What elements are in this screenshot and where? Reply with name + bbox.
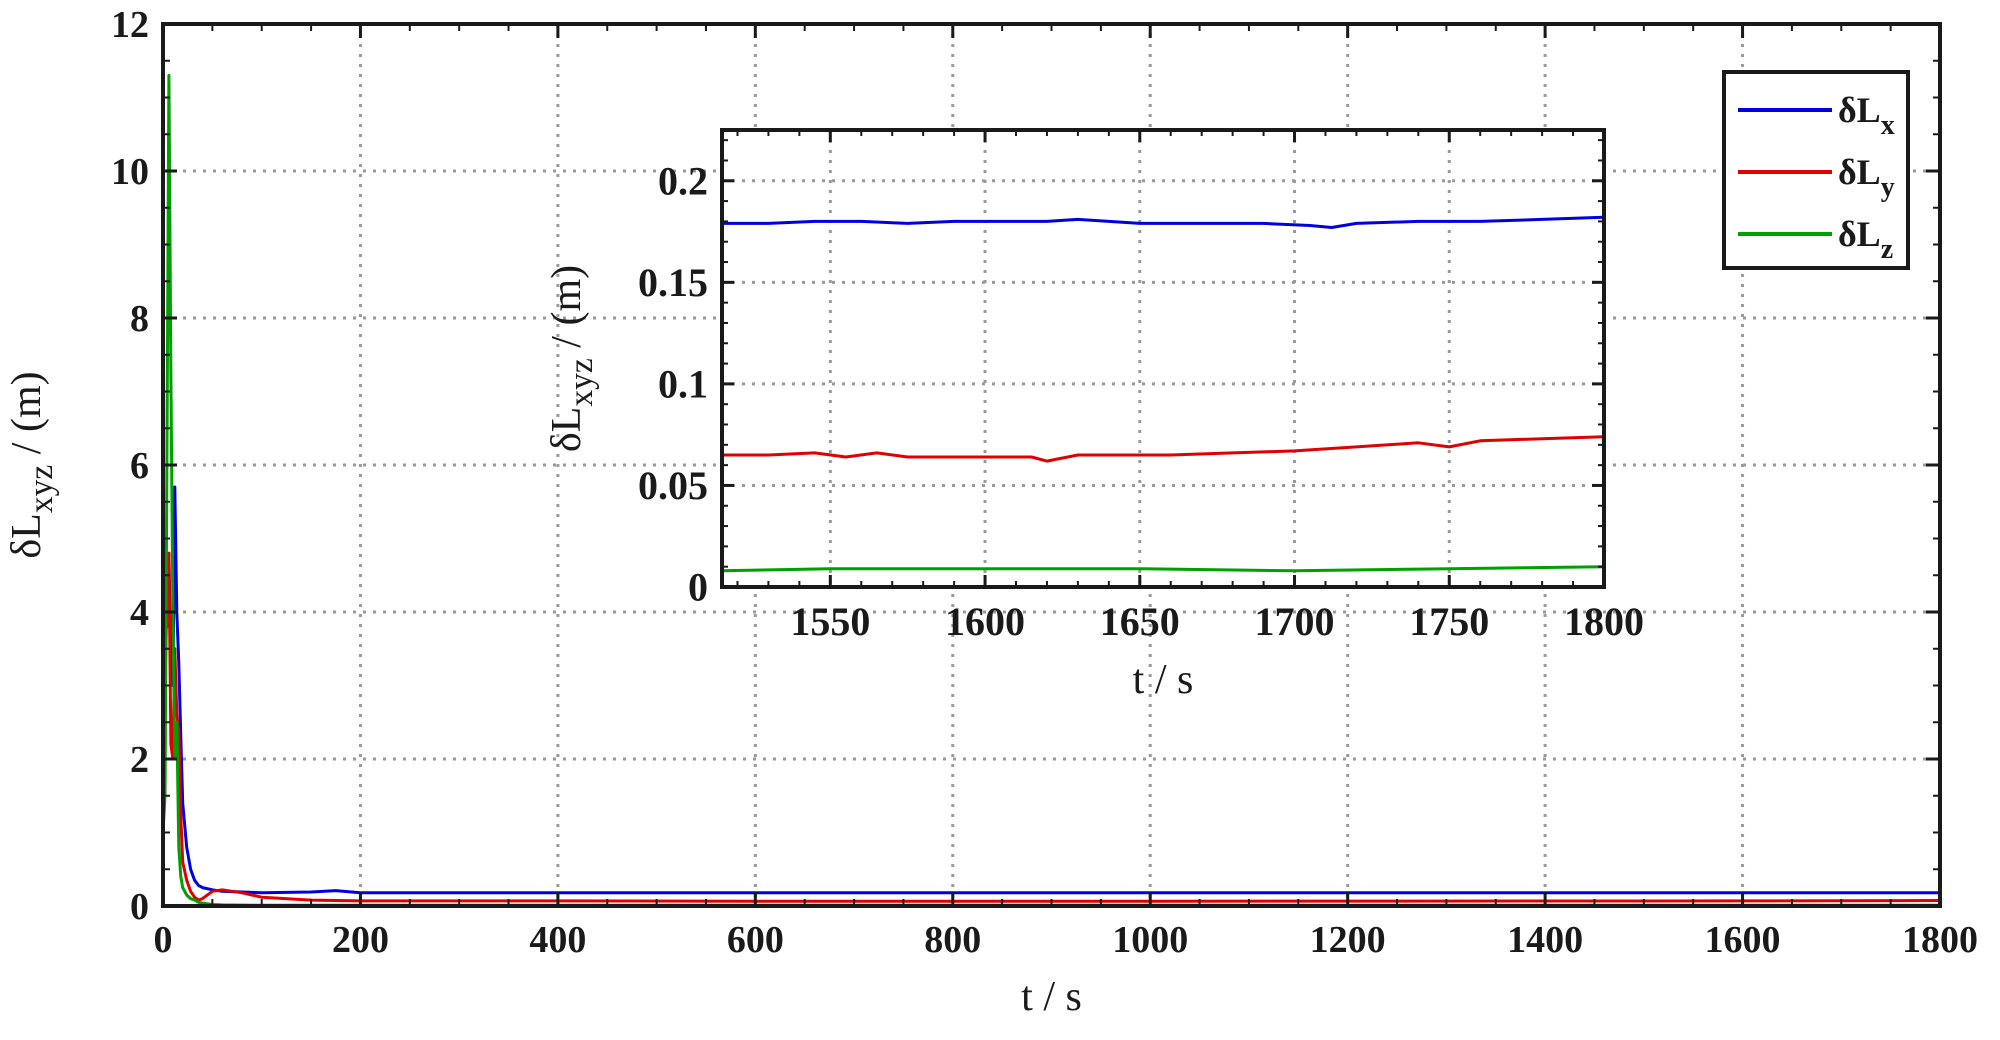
inset-xtick-label: 1800 [1564,599,1644,644]
inset-plot-area [722,130,1604,587]
inset-ytick-label: 0.15 [638,260,708,305]
main-xtick-label: 600 [727,919,784,961]
inset-ytick-label: 0.2 [658,158,708,203]
inset-ytick-label: 0.05 [638,463,708,508]
main-xtick-label: 1400 [1507,919,1583,961]
main-x-axis-label: t / s [1021,974,1082,1020]
inset-minor-ticks [722,130,1605,588]
inset-panel: 1550 1600 1650 1700 1750 1800 0 0.05 0.1 0.15 0.2 t… [544,128,1644,703]
main-xtick-label: 200 [332,919,389,961]
main-ytick-label: 6 [130,445,149,487]
main-xtick-label: 800 [924,919,981,961]
legend: δLx δLy δLz [1722,70,1910,270]
inset-axes-frame [720,128,1606,589]
inset-ytick-label: 0.1 [658,361,708,406]
inset-x-axis-label: t / s [1133,657,1194,703]
legend-label-1: δLy [1838,152,1895,203]
main-xtick-label: 0 [154,919,173,961]
inset-series-group [722,215,1604,573]
main-ytick-label: 0 [130,886,149,928]
main-minor-ticks [162,23,1941,907]
inset-series-line-2 [722,565,1604,573]
main-xtick-label: 1800 [1902,919,1978,961]
legend-label-2: δLz [1838,214,1893,265]
main-ytick-label: 8 [130,298,149,340]
main-xtick-label: 1200 [1310,919,1386,961]
main-xtick-label: 1000 [1112,919,1188,961]
inset-xtick-label: 1750 [1409,599,1489,644]
inset-xtick-label: 1650 [1100,599,1180,644]
inset-series-line-1 [722,435,1604,463]
legend-label-0: δLx [1838,90,1895,141]
main-ytick-label: 2 [130,739,149,781]
inset-xtick-label: 1600 [945,599,1025,644]
main-xtick-label: 1600 [1705,919,1781,961]
main-ytick-label: 10 [111,151,149,193]
inset-grid [722,130,1604,587]
inset-series-line-0 [722,215,1604,229]
inset-xtick-label: 1700 [1255,599,1335,644]
inset-ytick-label: 0 [688,565,708,610]
main-y-axis-label: δLxyz / (m) [4,371,60,558]
inset-xtick-label: 1550 [790,599,870,644]
inset-y-axis-label: δLxyz / (m) [544,265,600,452]
main-xtick-label: 400 [529,919,586,961]
main-ytick-label: 12 [111,4,149,46]
main-ytick-label: 4 [130,592,149,634]
